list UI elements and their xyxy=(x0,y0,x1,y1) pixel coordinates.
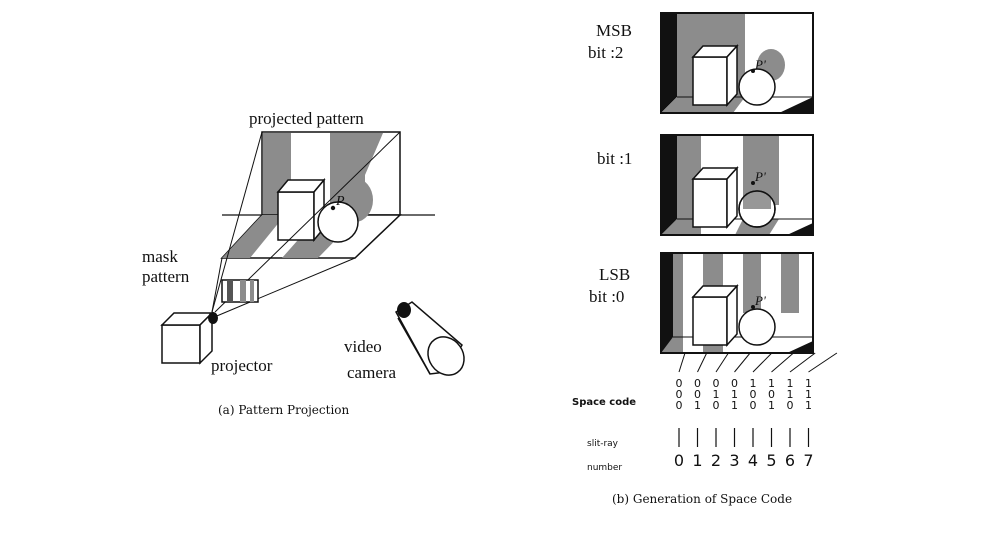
panel-lsb-label: LSB xyxy=(599,265,630,284)
mask-label: mask xyxy=(142,247,178,266)
space-code-bit: 1 xyxy=(787,377,794,390)
leader-line-6 xyxy=(789,352,816,373)
space-code-bit: 1 xyxy=(731,399,738,412)
space-code-bit: 0 xyxy=(750,388,757,401)
space-code-figure: MSB bit :2 bit :1 LSB bit :0 P' xyxy=(572,12,838,506)
panel-bit1-label: bit :1 xyxy=(597,149,632,168)
panel-lsb-image: P' xyxy=(660,252,814,354)
caption-space-code: (b) Generation of Space Code xyxy=(612,492,792,506)
space-code-bit: 0 xyxy=(694,377,701,390)
slit-ray-number: 7 xyxy=(803,451,813,470)
slit-ray-number: 5 xyxy=(766,451,776,470)
panel-bit2-label: bit :2 xyxy=(588,43,623,62)
space-code-bit: 1 xyxy=(768,377,775,390)
video-label: video xyxy=(344,337,382,356)
space-code-bit: 1 xyxy=(805,399,812,412)
cube-object xyxy=(276,177,326,243)
mask-pattern-slide xyxy=(221,279,259,303)
space-code-bit: 0 xyxy=(676,377,683,390)
leader-line-0 xyxy=(678,352,686,373)
sphere-object xyxy=(317,201,359,243)
point-p-label: P xyxy=(335,194,345,209)
point-p-marker xyxy=(330,205,336,211)
space-code-bit: 0 xyxy=(750,399,757,412)
slit-ray-number: 0 xyxy=(674,451,684,470)
projected-pattern-label: projected pattern xyxy=(249,109,364,128)
space-code-label: Space code xyxy=(572,397,636,408)
space-code-bit: 1 xyxy=(787,388,794,401)
leader-line-3 xyxy=(734,352,751,373)
space-code-bit: 0 xyxy=(694,388,701,401)
panel-bit1-point-label: P' xyxy=(754,169,766,184)
leader-line-5 xyxy=(771,352,794,373)
space-code-bit: 0 xyxy=(787,399,794,412)
slit-ray-number: 3 xyxy=(729,451,739,470)
space-code-bit: 0 xyxy=(768,388,775,401)
slit-ray-number: 1 xyxy=(692,451,702,470)
caption-pattern-projection: (a) Pattern Projection xyxy=(218,403,350,417)
video-camera-device xyxy=(395,301,465,376)
space-code-bit: 0 xyxy=(713,399,720,412)
panel-lsb-point-label: P' xyxy=(754,293,766,308)
leader-line-1 xyxy=(697,352,708,373)
slit-ray-number: 2 xyxy=(711,451,721,470)
panel-msb-point-label: P' xyxy=(754,57,766,72)
panel-msb-label: MSB xyxy=(596,21,632,40)
pattern-projection-figure: P projected pa xyxy=(142,109,465,417)
space-code-bit: 1 xyxy=(805,388,812,401)
space-code-bit: 0 xyxy=(731,377,738,390)
leader-line-4 xyxy=(752,352,773,373)
space-code-bit: 0 xyxy=(676,388,683,401)
projector-label: projector xyxy=(211,356,273,375)
panel-bit0-label: bit :0 xyxy=(589,287,624,306)
space-code-bit: 1 xyxy=(805,377,812,390)
slit-ray-number: 6 xyxy=(785,451,795,470)
slit-ray-leader-lines xyxy=(678,352,838,373)
space-code-bit: 1 xyxy=(713,388,720,401)
space-code-bit: 0 xyxy=(676,399,683,412)
panel-msb-image: P' xyxy=(660,12,814,114)
camera-label: camera xyxy=(347,363,397,382)
slit-number-label: number xyxy=(587,463,622,473)
slit-ray-number: 4 xyxy=(748,451,758,470)
slit-ray-label: slit-ray xyxy=(587,439,619,449)
leader-line-2 xyxy=(715,352,729,373)
leader-line-7 xyxy=(808,352,838,373)
projector-device xyxy=(160,311,218,365)
space-code-bit: 1 xyxy=(768,399,775,412)
space-code-bit: 1 xyxy=(750,377,757,390)
space-code-bit: 1 xyxy=(694,399,701,412)
pattern-label: pattern xyxy=(142,267,190,286)
panel-bit1-image: P' xyxy=(660,134,814,236)
space-code-bit: 0 xyxy=(713,377,720,390)
space-code-bit: 1 xyxy=(731,388,738,401)
